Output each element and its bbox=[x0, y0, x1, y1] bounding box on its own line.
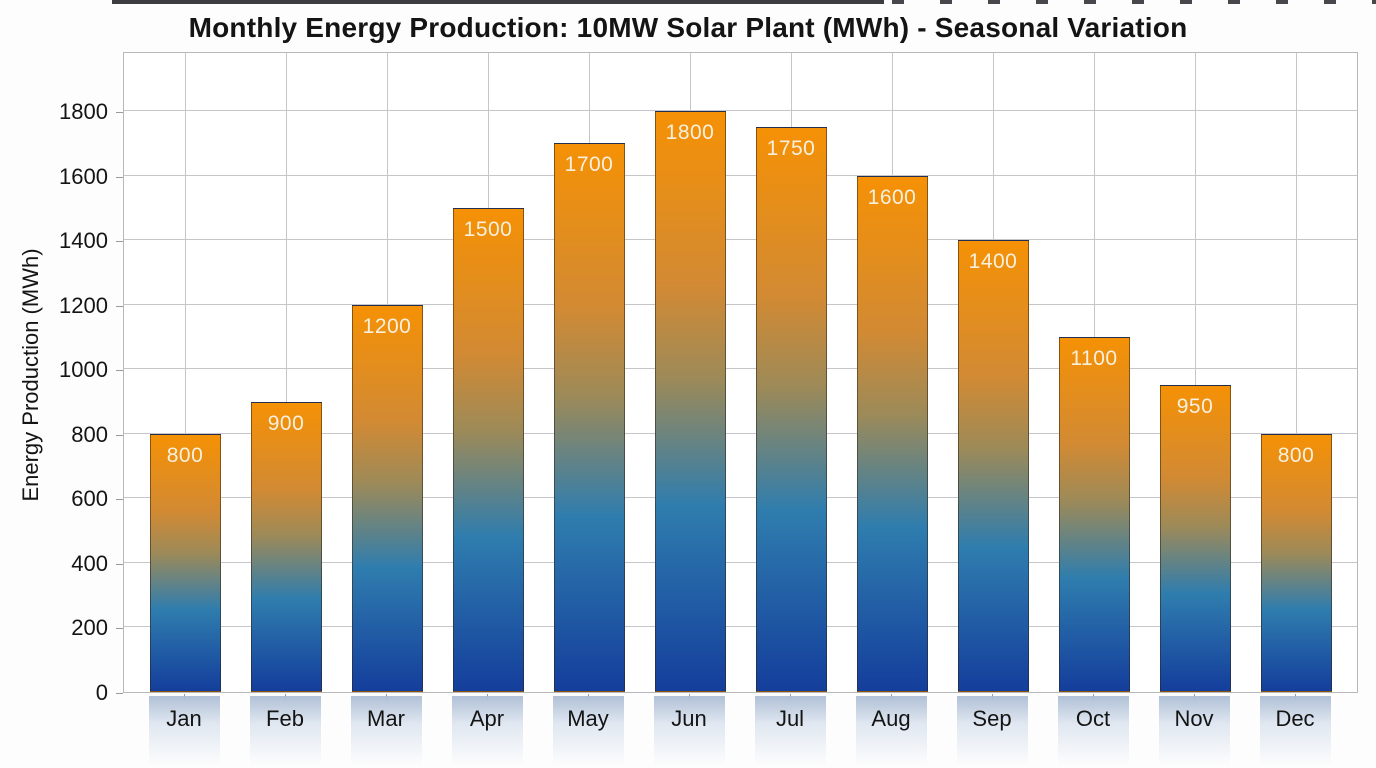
y-tick-mark-600 bbox=[116, 499, 123, 501]
bar-reflection-sep bbox=[956, 696, 1028, 766]
month-label-aug: Aug bbox=[871, 706, 911, 731]
bar-apr: 1500 bbox=[452, 207, 524, 692]
gridline-h-1400 bbox=[124, 239, 1357, 241]
bar-value-label-oct: 1100 bbox=[1070, 346, 1118, 370]
bar-reflection-apr bbox=[451, 696, 523, 766]
gridline-h-1200 bbox=[124, 303, 1357, 305]
bar-value-label-feb: 900 bbox=[267, 411, 305, 435]
gridline-h-400 bbox=[124, 561, 1357, 563]
bar-value-label-jan: 800 bbox=[166, 443, 204, 467]
y-tick-mark-400 bbox=[116, 563, 123, 565]
gridline-h-1000 bbox=[124, 368, 1357, 370]
y-tick-mark-1600 bbox=[116, 176, 123, 178]
bar-value-label-mar: 1200 bbox=[362, 314, 412, 338]
bar-reflection-mar bbox=[350, 696, 422, 766]
month-label-dec: Dec bbox=[1275, 706, 1315, 731]
bar-value-label-jul: 1750 bbox=[766, 137, 816, 161]
chart-title: Monthly Energy Production: 10MW Solar Pl… bbox=[188, 12, 1188, 43]
y-tick-mark-1800 bbox=[116, 112, 123, 114]
bar-aug: 1600 bbox=[856, 175, 928, 692]
bar-reflection-may bbox=[552, 696, 624, 766]
month-label-jan: Jan bbox=[166, 706, 202, 731]
y-tick-label-0: 0 bbox=[95, 680, 108, 705]
bar-sep: 1400 bbox=[957, 240, 1029, 692]
month-label-mar: Mar bbox=[367, 706, 405, 731]
bar-nov: 950 bbox=[1159, 385, 1231, 692]
bar-value-label-apr: 1500 bbox=[463, 217, 513, 241]
y-tick-label-600: 600 bbox=[71, 486, 108, 512]
y-tick-label-1600: 1600 bbox=[59, 163, 108, 189]
bar-reflection-nov bbox=[1158, 696, 1230, 766]
bar-value-label-aug: 1600 bbox=[867, 185, 917, 209]
y-tick-label-200: 200 bbox=[71, 615, 108, 641]
bar-value-label-sep: 1400 bbox=[968, 250, 1018, 274]
plot-area: 800 900 1200 1500 1700 1800 1750 1600 1400 1100 95… bbox=[123, 52, 1358, 693]
month-label-apr: Apr bbox=[469, 706, 505, 731]
y-tick-label-800: 800 bbox=[71, 421, 108, 447]
bar-value-label-jun: 1800 bbox=[665, 121, 715, 145]
gridline-h-1600 bbox=[124, 174, 1357, 176]
y-tick-label-400: 400 bbox=[71, 550, 108, 576]
bar-jan: 800 bbox=[149, 433, 221, 692]
month-label-oct: Oct bbox=[1075, 706, 1111, 731]
bar-reflection-feb bbox=[249, 696, 321, 766]
top-edge-artifact-dashes bbox=[892, 0, 1376, 4]
month-label-sep: Sep bbox=[972, 706, 1012, 731]
month-label-nov: Nov bbox=[1174, 706, 1214, 731]
month-label-feb: Feb bbox=[266, 706, 304, 731]
bar-reflection-aug bbox=[855, 696, 927, 766]
bar-jul: 1750 bbox=[755, 127, 827, 692]
month-label-jul: Jul bbox=[775, 706, 805, 731]
bar-reflection-dec bbox=[1259, 696, 1331, 766]
bar-value-label-dec: 800 bbox=[1277, 443, 1315, 467]
gridline-v-dec bbox=[1296, 53, 1297, 692]
bar-mar: 1200 bbox=[351, 304, 423, 692]
y-tick-mark-1400 bbox=[116, 241, 123, 243]
y-tick-label-1000: 1000 bbox=[59, 357, 108, 383]
y-tick-mark-1200 bbox=[116, 305, 123, 307]
bar-jun: 1800 bbox=[654, 111, 726, 692]
gridline-v-feb bbox=[286, 53, 287, 692]
bar-reflection-jan bbox=[148, 696, 220, 766]
y-tick-label-1400: 1400 bbox=[59, 228, 108, 254]
bar-reflection-jul bbox=[754, 696, 826, 766]
bar-may: 1700 bbox=[553, 143, 625, 692]
top-edge-artifact bbox=[112, 0, 884, 4]
y-tick-label-1200: 1200 bbox=[59, 292, 108, 318]
bar-oct: 1100 bbox=[1058, 336, 1130, 692]
gridline-h-800 bbox=[124, 432, 1357, 434]
y-tick-mark-0 bbox=[116, 693, 123, 694]
bar-reflection-oct bbox=[1057, 696, 1129, 766]
y-tick-mark-800 bbox=[116, 434, 123, 436]
gridline-h-200 bbox=[124, 626, 1357, 628]
y-tick-label-1800: 1800 bbox=[59, 99, 108, 125]
gridline-h-1800 bbox=[124, 110, 1357, 112]
y-tick-mark-200 bbox=[116, 628, 123, 630]
bar-dec: 800 bbox=[1260, 433, 1332, 692]
gridline-v-jan bbox=[185, 53, 186, 692]
bar-value-label-may: 1700 bbox=[564, 153, 614, 177]
gridline-v-nov bbox=[1195, 53, 1196, 692]
bar-value-label-nov: 950 bbox=[1176, 395, 1214, 419]
month-label-jun: Jun bbox=[671, 706, 707, 731]
bar-feb: 900 bbox=[250, 401, 322, 692]
y-tick-mark-1000 bbox=[116, 370, 123, 372]
gridline-h-600 bbox=[124, 497, 1357, 499]
month-label-may: May bbox=[567, 706, 609, 731]
bar-reflection-jun bbox=[653, 696, 725, 766]
